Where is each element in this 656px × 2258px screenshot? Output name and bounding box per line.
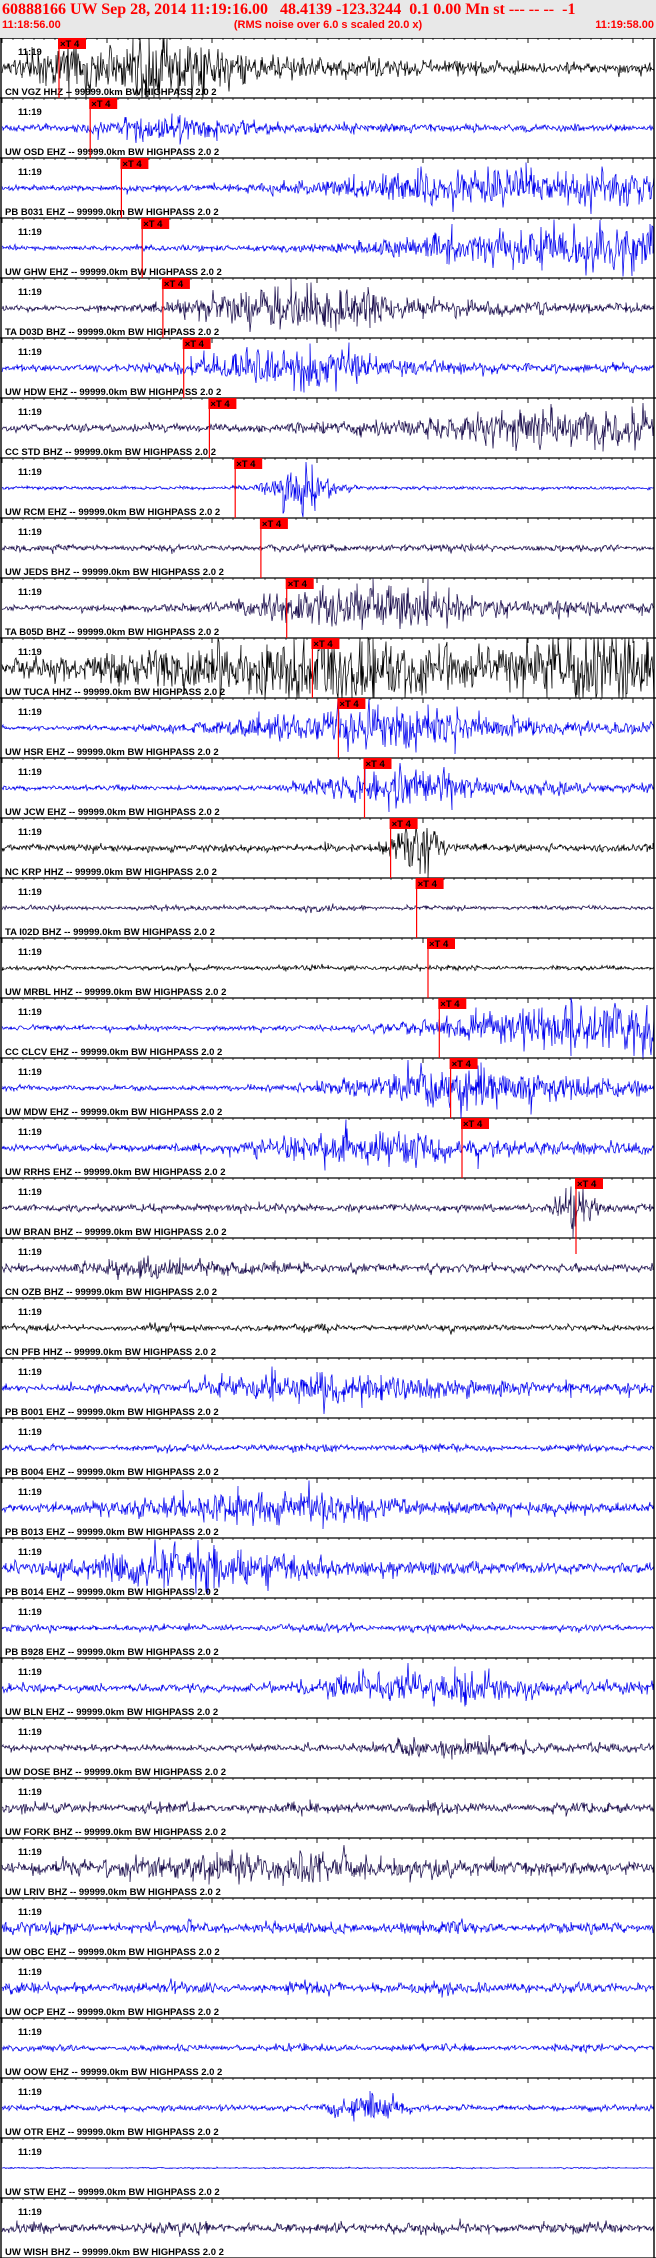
svg-text:11:19: 11:19 [18, 1487, 42, 1498]
svg-text:UW OCP EHZ -- 99999.0km BW: UW OCP EHZ -- 99999.0km BW HIGHPASS 2.0 … [5, 2007, 219, 2018]
svg-text:11:19: 11:19 [18, 2087, 42, 2098]
svg-text:11:19: 11:19 [18, 1067, 42, 1078]
svg-text:11:19: 11:19 [18, 1367, 42, 1378]
svg-text:11:19: 11:19 [18, 1727, 42, 1738]
svg-text:×T 4: ×T 4 [143, 219, 163, 230]
svg-text:PB B001 EHZ -- 99999.0km BW: PB B001 EHZ -- 99999.0km BW HIGHPASS 2.0… [5, 1407, 219, 1418]
svg-text:NC KRP HHZ -- 99999.0km BW: NC KRP HHZ -- 99999.0km BW HIGHPASS 2.0 … [5, 867, 217, 878]
svg-text:11:19: 11:19 [18, 287, 42, 298]
svg-text:UW MRBL HHZ -- 99999.0km BW: UW MRBL HHZ -- 99999.0km BW HIGHPASS 2.0… [5, 987, 226, 998]
svg-text:UW OSD EHZ -- 99999.0km BW: UW OSD EHZ -- 99999.0km BW HIGHPASS 2.0 … [5, 147, 219, 158]
svg-text:×T 4: ×T 4 [91, 99, 111, 110]
svg-text:×T 4: ×T 4 [288, 579, 308, 590]
svg-text:UW GHW EHZ -- 99999.0km BW: UW GHW EHZ -- 99999.0km BW HIGHPASS 2.0 … [5, 267, 222, 278]
svg-text:UW JCW EHZ -- 99999.0km BW: UW JCW EHZ -- 99999.0km BW HIGHPASS 2.0 … [5, 807, 220, 818]
svg-text:11:19: 11:19 [18, 947, 42, 958]
svg-text:11:19: 11:19 [18, 647, 42, 658]
svg-text:UW RRHS EHZ -- 99999.0km BW: UW RRHS EHZ -- 99999.0km BW HIGHPASS 2.0… [5, 1167, 226, 1178]
svg-text:UW TUCA HHZ -- 99999.0km BW: UW TUCA HHZ -- 99999.0km BW HIGHPASS 2.0… [5, 687, 225, 698]
svg-text:11:19: 11:19 [18, 587, 42, 598]
svg-text:11:19: 11:19 [18, 467, 42, 478]
svg-text:PB B013 EHZ -- 99999.0km BW: PB B013 EHZ -- 99999.0km BW HIGHPASS 2.0… [5, 1527, 219, 1538]
svg-text:UW BRAN BHZ -- 99999.0km BW: UW BRAN BHZ -- 99999.0km BW HIGHPASS 2.0… [5, 1227, 227, 1238]
svg-text:11:19: 11:19 [18, 1007, 42, 1018]
svg-text:11:19: 11:19 [18, 887, 42, 898]
svg-text:UW MDW EHZ -- 99999.0km BW: UW MDW EHZ -- 99999.0km BW HIGHPASS 2.0 … [5, 1107, 222, 1118]
svg-text:11:19: 11:19 [18, 107, 42, 118]
svg-text:11:19: 11:19 [18, 1127, 42, 1138]
svg-text:UW HSR EHZ -- 99999.0km BW: UW HSR EHZ -- 99999.0km BW HIGHPASS 2.0 … [5, 747, 219, 758]
svg-text:UW WISH BHZ -- 99999.0km BW: UW WISH BHZ -- 99999.0km BW HIGHPASS 2.0… [5, 2247, 224, 2258]
svg-text:×T 4: ×T 4 [366, 759, 386, 770]
svg-text:×T 4: ×T 4 [440, 999, 460, 1010]
svg-text:11:19: 11:19 [18, 1967, 42, 1978]
svg-text:11:19: 11:19 [18, 1427, 42, 1438]
svg-text:UW OTR EHZ -- 99999.0km BW: UW OTR EHZ -- 99999.0km BW HIGHPASS 2.0 … [5, 2127, 219, 2138]
svg-text:UW OOW EHZ -- 99999.0km BW: UW OOW EHZ -- 99999.0km BW HIGHPASS 2.0 … [5, 2067, 222, 2078]
svg-text:11:19: 11:19 [18, 407, 42, 418]
svg-text:×T 4: ×T 4 [577, 1179, 597, 1190]
svg-text:×T 4: ×T 4 [463, 1119, 483, 1130]
svg-text:11:19: 11:19 [18, 1547, 42, 1558]
svg-text:CC CLCV EHZ -- 99999.0km BW: CC CLCV EHZ -- 99999.0km BW HIGHPASS 2.0… [5, 1047, 222, 1058]
svg-text:×T 4: ×T 4 [122, 159, 142, 170]
svg-text:11:19: 11:19 [18, 2207, 42, 2218]
svg-text:11:19: 11:19 [18, 1847, 42, 1858]
svg-text:UW FORK BHZ -- 99999.0km BW: UW FORK BHZ -- 99999.0km BW HIGHPASS 2.0… [5, 1827, 226, 1838]
svg-text:CN PFB HHZ -- 99999.0km BW: CN PFB HHZ -- 99999.0km BW HIGHPASS 2.0 … [5, 1347, 216, 1358]
svg-text:11:19: 11:19 [18, 1787, 42, 1798]
svg-text:UW BLN EHZ -- 99999.0km BW: UW BLN EHZ -- 99999.0km BW HIGHPASS 2.0 … [5, 1707, 218, 1718]
svg-text:11:19: 11:19 [18, 707, 42, 718]
svg-text:UW LRIV BHZ -- 99999.0km BW: UW LRIV BHZ -- 99999.0km BW HIGHPASS 2.0… [5, 1887, 221, 1898]
svg-text:11:19: 11:19 [18, 1187, 42, 1198]
svg-text:11:19: 11:19 [18, 1907, 42, 1918]
svg-text:11:19: 11:19 [18, 2027, 42, 2038]
svg-text:×T 4: ×T 4 [236, 459, 256, 470]
svg-text:11:19: 11:19 [18, 167, 42, 178]
svg-text:PB B928 EHZ -- 99999.0km BW: PB B928 EHZ -- 99999.0km BW HIGHPASS 2.0… [5, 1647, 219, 1658]
svg-text:11:19: 11:19 [18, 347, 42, 358]
svg-text:CN VGZ HHZ -- 99999.0km BW: CN VGZ HHZ -- 99999.0km BW HIGHPASS 2.0 … [5, 87, 217, 98]
svg-text:11:19: 11:19 [18, 767, 42, 778]
svg-text:TA B05D BHZ -- 99999.0km BW: TA B05D BHZ -- 99999.0km BW HIGHPASS 2.0… [5, 627, 219, 638]
svg-text:UW RCM EHZ -- 99999.0km BW: UW RCM EHZ -- 99999.0km BW HIGHPASS 2.0 … [5, 507, 220, 518]
svg-text:×T 4: ×T 4 [339, 699, 359, 710]
svg-text:TA D03D BHZ -- 99999.0km BW: TA D03D BHZ -- 99999.0km BW HIGHPASS 2.0… [5, 327, 219, 338]
svg-text:UW STW EHZ -- 99999.0km BW: UW STW EHZ -- 99999.0km BW HIGHPASS 2.0 … [5, 2187, 220, 2198]
svg-text:11:19: 11:19 [18, 527, 42, 538]
svg-text:×T 4: ×T 4 [429, 939, 449, 950]
svg-text:×T 4: ×T 4 [418, 879, 438, 890]
svg-text:11:19: 11:19 [18, 1667, 42, 1678]
svg-text:PB B014 EHZ -- 99999.0km BW: PB B014 EHZ -- 99999.0km BW HIGHPASS 2.0… [5, 1587, 219, 1598]
svg-text:UW HDW EHZ -- 99999.0km BW: UW HDW EHZ -- 99999.0km BW HIGHPASS 2.0 … [5, 387, 221, 398]
svg-text:TA I02D BHZ -- 99999.0km BW: TA I02D BHZ -- 99999.0km BW HIGHPASS 2.0… [5, 927, 215, 938]
svg-text:×T 4: ×T 4 [210, 399, 230, 410]
svg-text:11:19: 11:19 [18, 227, 42, 238]
svg-text:CC STD BHZ -- 99999.0km BW: CC STD BHZ -- 99999.0km BW HIGHPASS 2.0 … [5, 447, 216, 458]
svg-text:×T 4: ×T 4 [164, 279, 184, 290]
svg-text:×T 4: ×T 4 [392, 819, 412, 830]
svg-text:UW OBC EHZ -- 99999.0km BW: UW OBC EHZ -- 99999.0km BW HIGHPASS 2.0 … [5, 1947, 220, 1958]
svg-text:CN OZB BHZ -- 99999.0km BW: CN OZB BHZ -- 99999.0km BW HIGHPASS 2.0 … [5, 1287, 217, 1298]
svg-text:PB B004 EHZ -- 99999.0km BW: PB B004 EHZ -- 99999.0km BW HIGHPASS 2.0… [5, 1467, 219, 1478]
svg-text:×T 4: ×T 4 [452, 1059, 472, 1070]
svg-text:11:19: 11:19 [18, 827, 42, 838]
svg-text:11:19: 11:19 [18, 1247, 42, 1258]
svg-text:UW DOSE BHZ -- 99999.0km BW: UW DOSE BHZ -- 99999.0km BW HIGHPASS 2.0… [5, 1767, 226, 1778]
svg-text:PB B031 EHZ -- 99999.0km BW: PB B031 EHZ -- 99999.0km BW HIGHPASS 2.0… [5, 207, 219, 218]
svg-text:×T 4: ×T 4 [262, 519, 282, 530]
svg-text:×T 4: ×T 4 [60, 39, 80, 50]
svg-text:11:19: 11:19 [18, 2147, 42, 2158]
svg-text:11:19: 11:19 [18, 1607, 42, 1618]
svg-text:UW JEDS BHZ -- 99999.0km BW: UW JEDS BHZ -- 99999.0km BW HIGHPASS 2.0… [5, 567, 224, 578]
svg-text:×T 4: ×T 4 [313, 639, 333, 650]
svg-text:×T 4: ×T 4 [185, 339, 205, 350]
svg-text:11:19: 11:19 [18, 1307, 42, 1318]
svg-text:11:19: 11:19 [18, 47, 42, 58]
